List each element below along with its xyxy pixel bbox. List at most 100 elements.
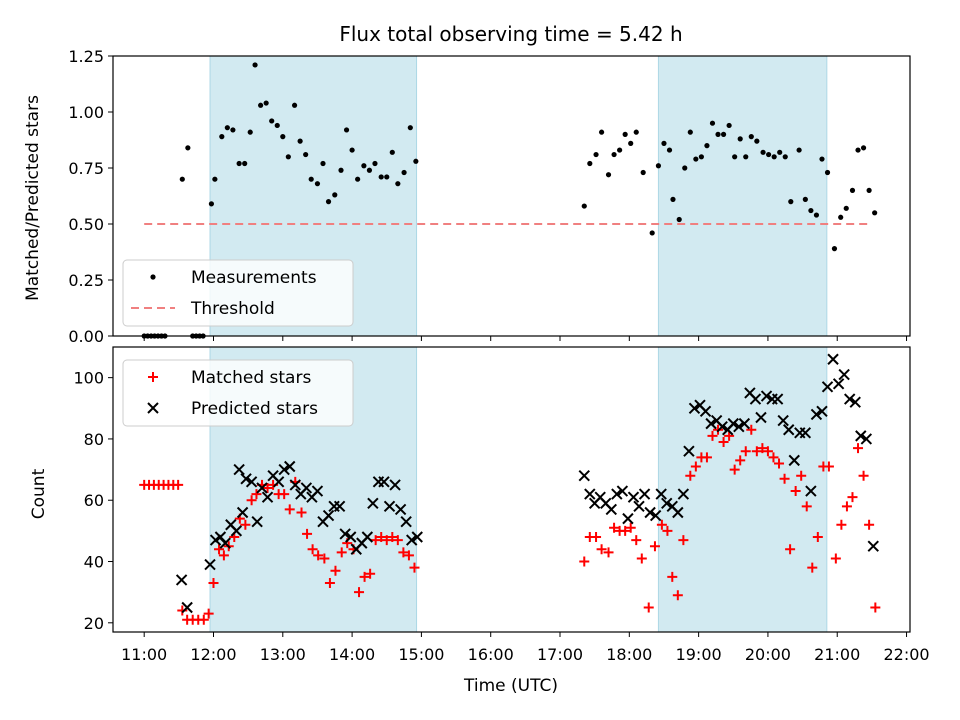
data-point <box>308 176 314 182</box>
data-point <box>733 420 745 433</box>
data-point <box>672 590 683 601</box>
top-plot-frame <box>112 55 911 337</box>
data-point <box>843 393 856 405</box>
legend-box <box>122 259 354 327</box>
data-point <box>219 134 225 140</box>
bottom-plot-frame <box>112 346 911 633</box>
data-point <box>262 482 273 493</box>
x-tick-label: 16:00 <box>468 645 514 664</box>
data-point <box>843 205 849 211</box>
data-point <box>672 506 684 519</box>
data-point <box>284 504 295 515</box>
data-point <box>860 433 873 445</box>
data-point <box>233 463 245 476</box>
data-point <box>649 230 655 236</box>
data-point <box>698 154 704 160</box>
data-point <box>666 147 673 153</box>
data-point <box>581 203 587 209</box>
data-point <box>676 216 682 223</box>
data-point <box>251 515 263 528</box>
data-point <box>746 424 757 435</box>
data-point <box>291 102 298 108</box>
data-point <box>699 405 712 418</box>
data-point <box>376 532 387 542</box>
data-point <box>300 482 313 494</box>
data-point <box>860 145 867 151</box>
data-point <box>214 544 225 555</box>
data-point <box>212 176 218 182</box>
data-point <box>640 169 646 176</box>
data-point <box>354 587 365 598</box>
data-point <box>261 491 274 503</box>
data-point <box>367 497 379 509</box>
data-point <box>774 458 785 469</box>
data-point <box>407 125 413 131</box>
legend-marker <box>148 372 158 382</box>
data-point <box>413 158 419 164</box>
data-point <box>185 145 191 151</box>
data-point <box>649 541 660 552</box>
data-point <box>617 147 623 153</box>
x-tick-label: 22:00 <box>883 645 929 664</box>
data-point <box>247 129 253 135</box>
ratio-legend: Measurements Threshold <box>122 259 354 327</box>
y-tick-label: 0.25 <box>68 271 104 290</box>
data-point <box>655 163 662 169</box>
data-point <box>230 127 236 133</box>
y-tick-label: 100 <box>73 369 104 388</box>
data-point <box>236 160 242 167</box>
y-tick-label: 20 <box>84 614 104 633</box>
data-point <box>359 571 370 582</box>
x-tick-label: 12:00 <box>190 645 236 664</box>
data-point <box>272 476 285 488</box>
data-point <box>242 160 248 167</box>
data-point <box>198 614 209 625</box>
data-point <box>322 509 335 522</box>
ratio-panel: 0.00 0.25 0.50 0.75 1.00 1.25 Measurements Thr… <box>68 47 911 346</box>
data-point <box>690 461 701 472</box>
x-tick-label: 19:00 <box>676 645 722 664</box>
data-point <box>319 553 330 564</box>
data-point <box>655 488 667 500</box>
data-point <box>805 485 817 497</box>
data-point <box>782 154 788 160</box>
data-point <box>707 430 718 441</box>
data-point <box>823 461 834 472</box>
data-point <box>208 577 219 588</box>
data-point <box>401 169 407 176</box>
data-point <box>274 122 280 129</box>
data-point <box>729 464 740 475</box>
data-point <box>280 134 286 140</box>
data-point <box>598 129 605 135</box>
data-point <box>289 479 301 491</box>
data-point <box>866 187 872 193</box>
x-tick-label: 20:00 <box>745 645 791 664</box>
data-point <box>636 553 647 564</box>
data-point <box>832 378 845 390</box>
data-point <box>398 547 409 558</box>
data-point <box>339 528 351 540</box>
y-tick-label: 80 <box>84 430 104 449</box>
legend-entry: Matched stars <box>148 368 311 388</box>
data-point <box>240 473 252 485</box>
data-point <box>754 138 760 144</box>
data-point <box>633 129 639 135</box>
data-point <box>240 519 251 530</box>
x-tick-label: 15:00 <box>398 645 444 664</box>
data-point <box>855 147 861 153</box>
data-point <box>748 134 754 140</box>
legend-entry: Measurements <box>150 268 317 288</box>
data-point <box>830 553 841 564</box>
data-point <box>831 246 838 252</box>
data-point <box>715 131 721 137</box>
data-point <box>311 485 324 497</box>
data-point <box>230 525 243 537</box>
data-point <box>349 147 355 153</box>
chart-title: Flux total observing time = 5.42 h <box>339 22 682 46</box>
data-point <box>333 500 346 513</box>
data-point <box>788 454 800 467</box>
data-point <box>392 535 403 546</box>
x-tick-label: 18:00 <box>606 645 652 664</box>
data-point <box>338 167 344 173</box>
data-point <box>858 470 869 481</box>
